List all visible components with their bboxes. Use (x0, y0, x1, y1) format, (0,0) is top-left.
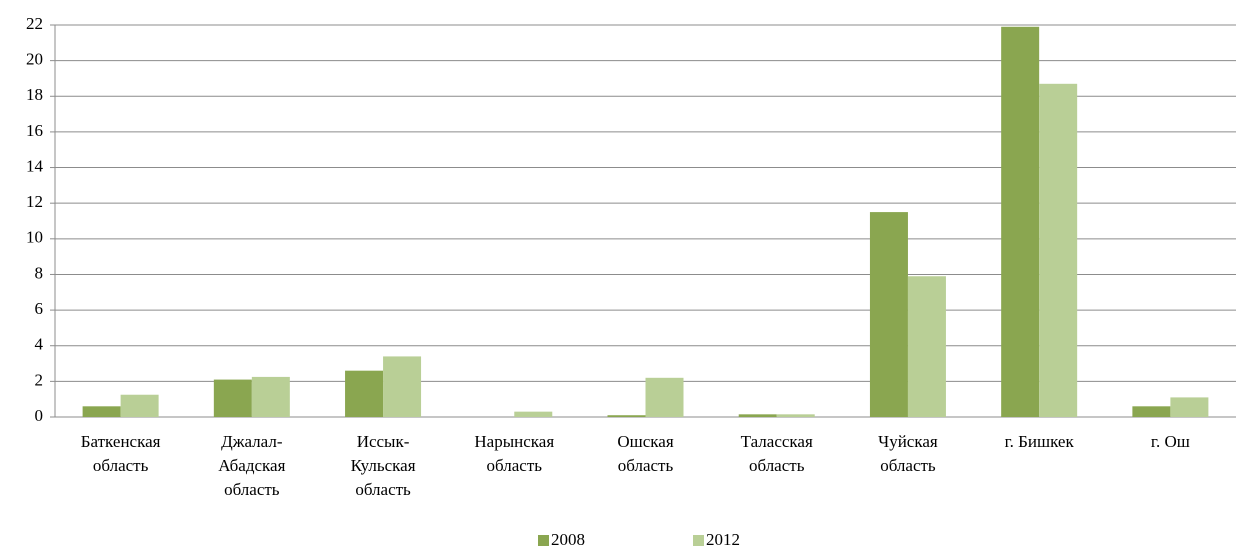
y-tick-label: 4 (35, 335, 44, 354)
x-tick-label: Иссык-Кульская область (351, 432, 416, 499)
bar (383, 356, 422, 417)
y-tick-label: 14 (26, 156, 44, 175)
bar (213, 379, 252, 417)
y-tick-label: 18 (26, 85, 43, 104)
bar (1001, 26, 1040, 417)
y-tick-label: 8 (35, 263, 44, 282)
y-tick-label: 10 (26, 228, 43, 247)
y-tick-label: 2 (35, 370, 44, 389)
bar (251, 376, 290, 417)
y-tick-label: 6 (35, 299, 44, 318)
bar (607, 415, 646, 417)
legend-swatch (693, 535, 704, 546)
y-tick-label: 16 (26, 121, 43, 140)
y-tick-label: 22 (26, 14, 43, 33)
x-tick-label: Нарынская область (474, 432, 554, 475)
bar (776, 414, 815, 417)
x-tick-label: Таласская область (741, 432, 813, 475)
bar (907, 276, 946, 417)
bar (738, 414, 777, 417)
bar (345, 370, 384, 417)
bar (1039, 83, 1078, 418)
y-tick-label: 20 (26, 50, 43, 69)
legend-swatch (538, 535, 549, 546)
bar (1170, 397, 1209, 417)
bar (1132, 406, 1171, 417)
bar (645, 377, 684, 417)
x-tick-label: Ошская область (617, 432, 673, 475)
bar (514, 411, 553, 417)
bar (82, 406, 121, 417)
y-tick-label: 0 (35, 406, 44, 425)
x-tick-label: Чуйская область (878, 432, 938, 475)
legend-label: 2008 (551, 530, 585, 549)
x-tick-label: г. Ош (1151, 432, 1190, 451)
legend-label: 2012 (706, 530, 740, 549)
x-tick-label: Джалал-Абадская область (218, 432, 285, 499)
x-tick-label: Баткенская область (81, 432, 161, 475)
bar (869, 212, 908, 417)
y-tick-label: 12 (26, 192, 43, 211)
bar (120, 394, 159, 417)
x-tick-label: г. Бишкек (1005, 432, 1075, 451)
